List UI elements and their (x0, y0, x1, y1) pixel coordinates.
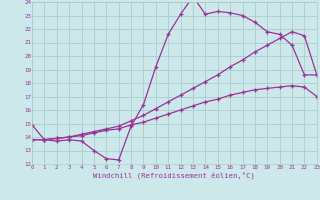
X-axis label: Windchill (Refroidissement éolien,°C): Windchill (Refroidissement éolien,°C) (93, 171, 255, 179)
